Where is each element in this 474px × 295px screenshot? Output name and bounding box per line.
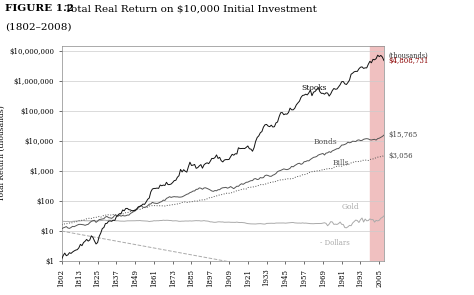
Text: Bonds: Bonds xyxy=(313,138,337,146)
Text: $4,808,731: $4,808,731 xyxy=(389,57,429,65)
Text: (thousands): (thousands) xyxy=(389,52,428,60)
Bar xyxy=(370,46,384,261)
Text: $15,765: $15,765 xyxy=(389,131,418,139)
Text: - Dollars: - Dollars xyxy=(320,239,349,247)
Text: FIGURE 1.2: FIGURE 1.2 xyxy=(5,4,74,14)
Text: (1802–2008): (1802–2008) xyxy=(5,22,71,31)
Text: $3,056: $3,056 xyxy=(389,153,413,160)
Y-axis label: Total Return (thousands): Total Return (thousands) xyxy=(0,106,6,201)
Text: Total Real Return on $10,000 Initial Investment: Total Real Return on $10,000 Initial Inv… xyxy=(55,4,316,14)
Text: Stocks: Stocks xyxy=(301,84,327,92)
Text: Gold: Gold xyxy=(342,203,359,211)
Text: Bills: Bills xyxy=(332,159,349,167)
